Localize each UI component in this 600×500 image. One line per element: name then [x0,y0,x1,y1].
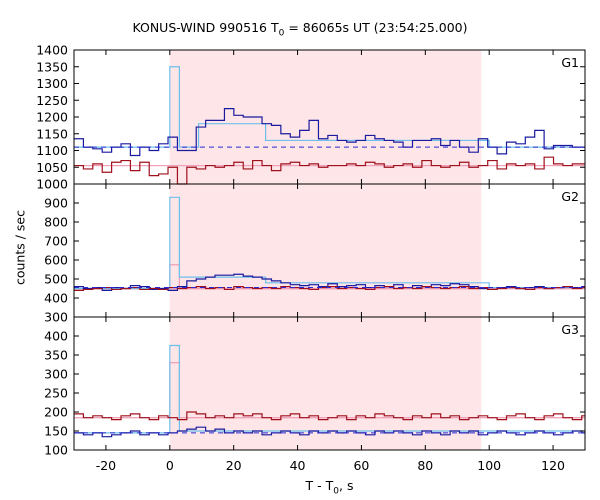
series-blue-g1 [74,108,585,157]
panel-label: G3 [561,322,579,337]
y-tick-label: 500 [44,272,68,287]
y-tick-label: 300 [44,367,68,382]
x-tick-label: 20 [226,458,242,473]
x-axis-label: T - T0, s [305,478,354,497]
y-tick-label: 350 [44,348,68,363]
y-tick-label: 600 [44,253,68,268]
y-tick-label: 1150 [36,126,68,141]
y-tick-label: 400 [44,291,68,306]
x-tick-label: 100 [477,458,501,473]
lightblue-model-step [74,196,585,290]
y-tick-label: 300 [44,310,68,325]
panel-g3: 100 150 200 250 300 350 400 G3 [44,316,586,458]
x-tick-label: 80 [417,458,433,473]
y-tick-label: 400 [44,329,68,344]
panel-frame [73,316,586,451]
series-blue-g3 [74,426,585,438]
series-red-g3 [74,411,585,421]
y-tick-label: 1300 [36,76,68,91]
series-red-g2 [74,286,585,291]
chart-title: KONUS-WIND 990516 T0 = 86065s UT (23:54:… [132,20,468,39]
y-axis-label: counts / sec [12,210,28,286]
series-red-g1 [74,156,585,185]
panel-label: G2 [561,189,579,204]
x-tick-label: 0 [166,458,174,473]
y-tick-label: 1200 [36,110,68,125]
x-tick-label: -20 [96,458,116,473]
y-tick-label: 1050 [36,160,68,175]
y-tick-label: 1100 [36,143,68,158]
y-tick-label: 700 [44,234,68,249]
y-tick-label: 250 [44,386,68,401]
y-tick-label: 100 [44,443,68,458]
x-tick-label: 40 [290,458,306,473]
panel-label: G1 [561,55,579,70]
panel-g2: 300 400 500 600 700 800 900 G2 [44,183,586,325]
x-tick-label: 120 [541,458,565,473]
y-tick-label: 1400 [36,43,68,58]
y-tick-label: 200 [44,405,68,420]
y-tick-label: 900 [44,196,68,211]
pink-model-step [74,362,585,419]
y-tick-label: 800 [44,215,68,230]
y-tick-label: 1250 [36,93,68,108]
y-tick-label: 1000 [36,177,68,192]
lightblue-model-step [74,66,585,148]
y-tick-label: 150 [44,424,68,439]
x-tick-label: 60 [353,458,369,473]
shaded-interval [169,50,482,450]
y-tick-label: 1350 [36,59,68,74]
